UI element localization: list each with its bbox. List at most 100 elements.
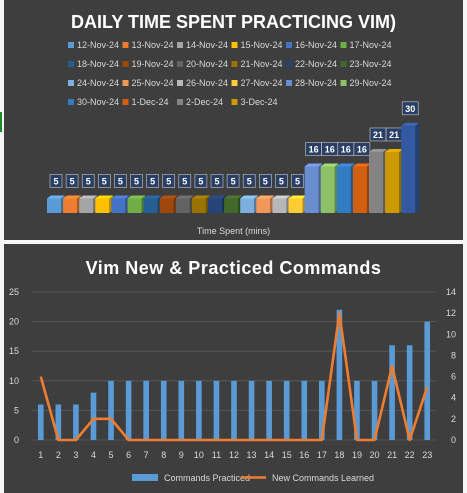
data-label-box <box>226 174 240 188</box>
bar: 5 <box>191 174 210 213</box>
legend-label: 22-Nov-24 <box>295 59 337 69</box>
bar-top <box>224 195 243 199</box>
data-label: 5 <box>263 176 268 186</box>
legend-swatch <box>286 42 292 48</box>
legend-swatch <box>231 80 238 86</box>
legend-label: 16-Nov-24 <box>295 40 337 50</box>
bar-group <box>37 309 431 440</box>
bar <box>213 380 220 440</box>
x-tick-label: 14 <box>264 450 274 460</box>
bar <box>37 404 44 440</box>
x-tick-label: 22 <box>405 450 415 460</box>
bar <box>389 345 395 440</box>
y2-tick-label: 4 <box>451 393 456 403</box>
bar-top <box>288 195 307 199</box>
data-label: 5 <box>53 176 58 186</box>
legend-label: 25-Nov-24 <box>132 78 174 88</box>
legend-swatch <box>231 42 238 48</box>
bar-top <box>304 163 323 167</box>
bar: 21 <box>369 127 387 213</box>
data-label-box <box>401 101 419 116</box>
data-label: 16 <box>341 145 351 155</box>
bar-top <box>127 195 146 199</box>
legend-swatch <box>177 42 183 48</box>
chart-title: DAILY TIME SPENT PRACTICING VIM) <box>71 12 396 32</box>
bar <box>319 380 325 440</box>
data-label-box <box>275 174 288 188</box>
legend-swatch <box>177 99 183 105</box>
bar-top <box>240 195 259 199</box>
bar <box>55 404 62 440</box>
x-tick-label: 19 <box>352 450 362 460</box>
bar <box>108 380 114 440</box>
bar-face <box>111 198 126 213</box>
bar: 5 <box>224 174 243 213</box>
y2-tick-label: 12 <box>446 308 456 318</box>
legend-swatch <box>231 99 238 105</box>
data-label: 5 <box>166 176 171 186</box>
line-group <box>39 311 429 442</box>
y2-tick-label: 10 <box>446 329 456 339</box>
daily-time-chart: DAILY TIME SPENT PRACTICING VIM) 12-Nov-… <box>47 12 420 236</box>
legend-label: Commands Practiced <box>164 473 250 483</box>
x-tick-label: 11 <box>212 450 221 460</box>
bar: 16 <box>352 142 371 213</box>
bar: 5 <box>95 174 114 213</box>
legend-label: 23-Nov-24 <box>350 59 392 69</box>
commands-chart: Vim New & Practiced Commands 05101520250… <box>9 258 456 483</box>
bar-top <box>336 163 355 167</box>
data-label-box <box>291 174 304 188</box>
data-label-box <box>259 174 272 188</box>
bar: 5 <box>272 174 291 213</box>
legend: 12-Nov-24 13-Nov-24 14-Nov-24 15-Nov-24 16-N… <box>68 40 392 107</box>
x-tick-label: 17 <box>317 450 327 460</box>
data-label-box <box>65 174 79 188</box>
data-label-box <box>114 174 127 188</box>
x-tick-label: 7 <box>144 450 149 460</box>
bar <box>301 380 308 440</box>
data-label: 5 <box>70 176 75 186</box>
legend-label: 28-Nov-24 <box>295 78 337 88</box>
data-label: 5 <box>182 176 187 186</box>
x-axis-label: Time Spent (mins) <box>197 226 270 236</box>
data-label: 5 <box>231 176 236 186</box>
x-tick-label: 23 <box>422 450 432 460</box>
bar <box>248 380 255 440</box>
legend-label: 30-Nov-24 <box>77 97 119 107</box>
bar-face <box>272 198 287 213</box>
y2-tick-label: 0 <box>451 435 456 445</box>
bar-face <box>79 198 94 213</box>
bar-top <box>47 195 65 199</box>
x-tick-label: 5 <box>109 450 114 460</box>
bar <box>283 380 290 440</box>
legend-swatch <box>122 80 129 86</box>
legend-label: 29-Nov-24 <box>350 78 392 88</box>
bar: 5 <box>111 174 130 213</box>
x-tick-label: 16 <box>299 450 309 460</box>
legend-label: 21-Nov-24 <box>241 59 283 69</box>
x-tick-label: 3 <box>73 450 78 460</box>
x-tick-label: 4 <box>91 450 96 460</box>
x-tick-label: 18 <box>334 450 344 460</box>
data-label-box <box>146 174 159 188</box>
legend-swatch <box>68 80 74 86</box>
y-tick-label: 15 <box>9 346 19 356</box>
bar-side <box>415 122 420 213</box>
data-label: 21 <box>389 130 399 140</box>
bar-top <box>191 195 210 199</box>
legend-label: 20-Nov-24 <box>186 59 228 69</box>
legend-label: New Commands Learned <box>272 473 374 483</box>
legend-swatch <box>231 61 238 67</box>
bar <box>90 392 97 440</box>
data-label-box <box>178 174 192 188</box>
bar: 5 <box>256 174 275 213</box>
data-label: 16 <box>357 145 367 155</box>
x-tick-label: 1 <box>38 450 43 460</box>
legend-label: 12-Nov-24 <box>77 40 119 50</box>
legend-swatch <box>177 61 183 67</box>
legend-swatch <box>340 80 347 86</box>
bar-face <box>352 166 367 213</box>
bar-top <box>79 195 98 199</box>
bar <box>406 345 413 440</box>
bar-face <box>369 151 383 213</box>
